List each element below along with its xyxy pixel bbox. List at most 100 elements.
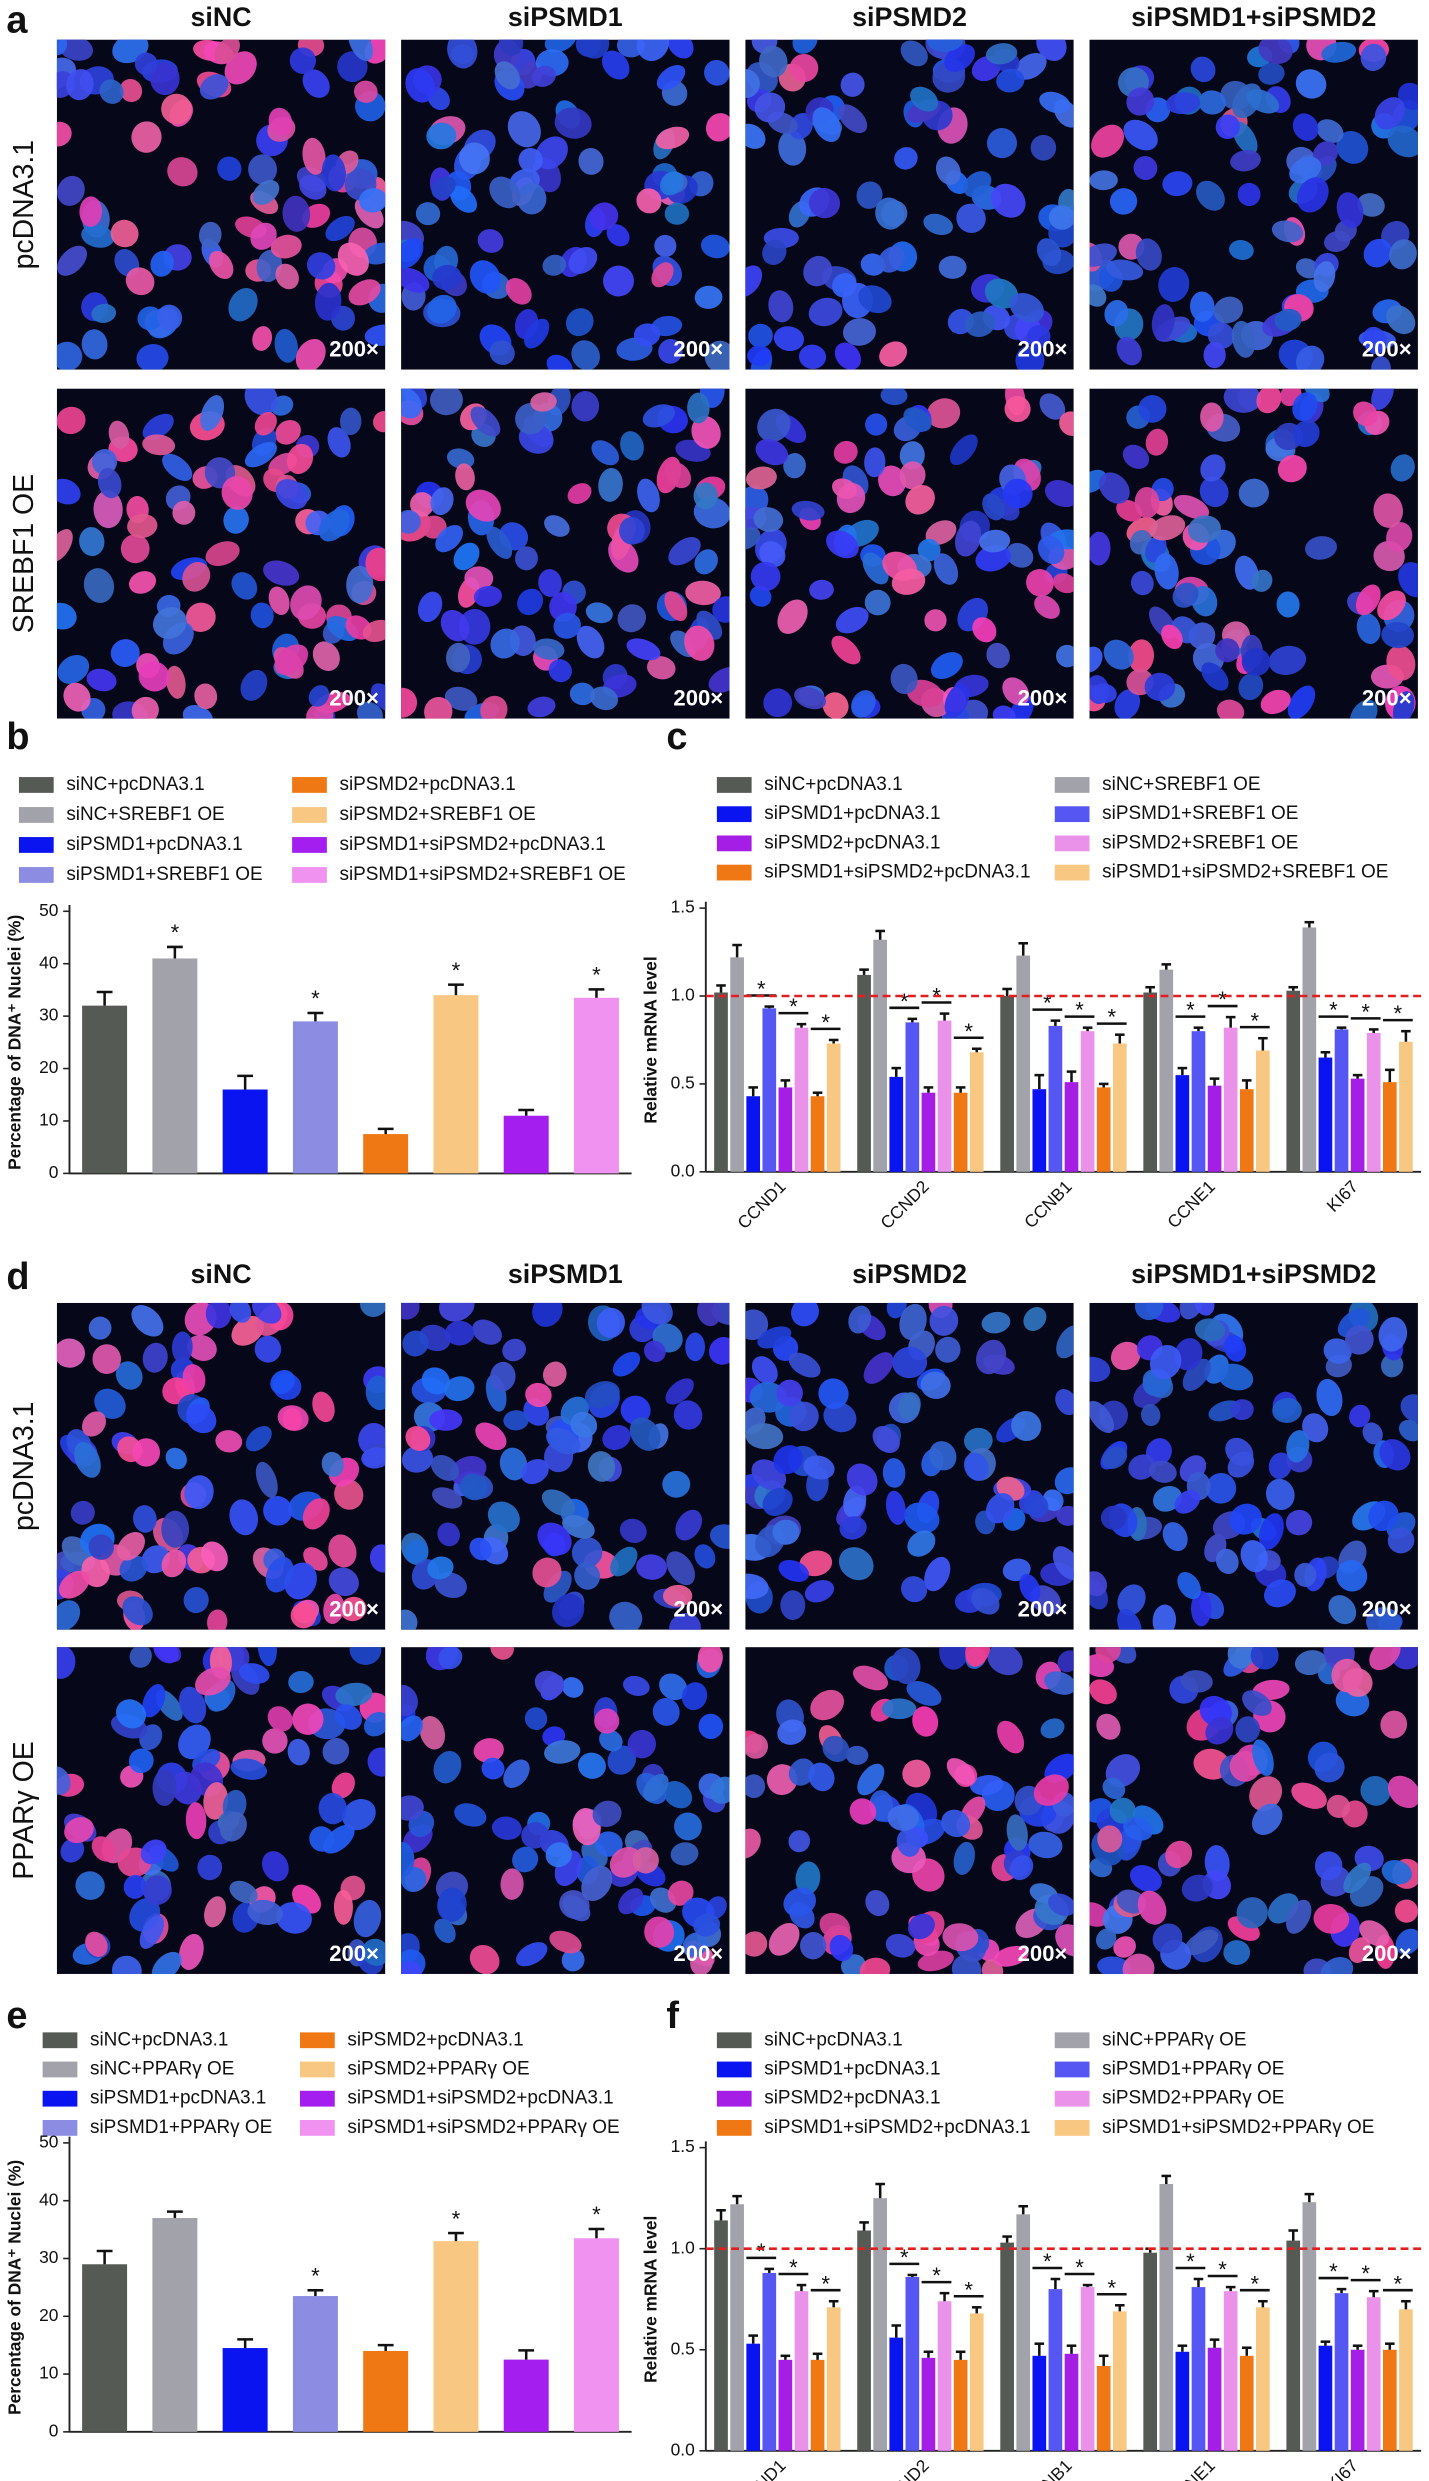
bar [1191, 2287, 1206, 2451]
nucleus [1336, 1560, 1368, 1592]
bar [857, 974, 871, 1172]
nucleus [1291, 1782, 1327, 1809]
nucleus [321, 1451, 344, 1477]
nucleus [401, 238, 424, 269]
bar [1080, 1031, 1095, 1172]
nucleus [438, 1647, 463, 1670]
nucleus [660, 171, 684, 196]
nucleus [1362, 326, 1387, 355]
nucleus [1089, 284, 1107, 307]
nucleus [602, 1425, 631, 1450]
nucleus [553, 612, 581, 639]
nucleus [137, 306, 163, 331]
nucleus [99, 79, 124, 104]
nucleus [900, 40, 928, 67]
nucleus [668, 537, 701, 566]
nucleus [446, 448, 475, 469]
nucleus [1131, 570, 1154, 596]
nucleus [328, 1567, 359, 1597]
nucleus [274, 644, 309, 676]
nucleus [655, 126, 690, 150]
bar [292, 2296, 338, 2432]
nucleus [993, 1945, 1029, 1967]
nucleus [1002, 478, 1033, 509]
nucleus [829, 1934, 854, 1962]
nucleus [361, 1447, 386, 1469]
y-tick-label: 20 [39, 1057, 58, 1077]
nucleus [335, 1704, 362, 1730]
nucleus [1052, 1546, 1074, 1580]
nucleus [658, 338, 683, 364]
nucleus [1366, 1607, 1402, 1630]
bar [1080, 2287, 1095, 2451]
significance-label: * [757, 2239, 766, 2264]
nucleus [219, 1811, 247, 1842]
nucleus [1097, 1956, 1131, 1974]
nucleus [133, 1505, 157, 1533]
nucleus [290, 585, 322, 620]
nucleus [75, 1871, 105, 1900]
nucleus [710, 1524, 730, 1549]
nucleus [1389, 239, 1417, 270]
nucleus [1123, 1817, 1153, 1841]
nucleus [627, 1729, 657, 1759]
nucleus [1392, 691, 1415, 719]
nucleus [1145, 428, 1169, 456]
nucleus [490, 628, 520, 659]
y-axis-label: Relative mRNA level [641, 2216, 661, 2383]
nucleus [1323, 1338, 1352, 1364]
legend-label: siPSMD2+pcDNA3.1 [339, 774, 515, 795]
bar [953, 1092, 968, 1172]
nucleus [245, 1425, 272, 1452]
nucleus [1395, 1928, 1418, 1955]
column-header: siPSMD1 [508, 2, 623, 32]
bar [746, 2343, 761, 2451]
nucleus [894, 147, 918, 170]
nucleus [327, 427, 351, 458]
bar [152, 958, 198, 1174]
nucleus [503, 1759, 530, 1788]
significance-label: * [592, 963, 601, 988]
nucleus [337, 242, 369, 276]
nucleus [401, 1609, 418, 1630]
nucleus [231, 572, 258, 600]
bar [433, 2241, 479, 2432]
significance-label: * [592, 2202, 601, 2227]
y-tick-label: 1.0 [671, 985, 695, 1005]
nucleus [1109, 188, 1138, 215]
nucleus [275, 419, 301, 445]
nucleus [541, 1489, 576, 1517]
nucleus [933, 553, 959, 585]
nucleus [946, 1758, 975, 1786]
nucleus [626, 638, 661, 661]
nucleus [1173, 494, 1210, 520]
legend-swatch [300, 2120, 335, 2136]
nucleus [490, 1361, 516, 1392]
nucleus [362, 619, 386, 643]
nucleus [373, 411, 386, 433]
nucleus [204, 1896, 226, 1928]
nucleus [57, 654, 90, 684]
nucleus [515, 546, 538, 571]
nucleus [791, 500, 825, 521]
nucleus [941, 1809, 971, 1838]
nucleus [97, 468, 122, 499]
nucleus [1137, 1890, 1167, 1925]
nucleus [592, 1800, 622, 1828]
nucleus [129, 1647, 152, 1668]
nucleus [56, 1338, 86, 1368]
nucleus [1362, 1422, 1383, 1445]
significance-label: * [789, 994, 798, 1019]
nucleus [486, 526, 513, 559]
nucleus [1098, 472, 1130, 504]
nucleus [354, 80, 378, 103]
nucleus [117, 1531, 145, 1561]
y-tick-label: 30 [39, 2247, 58, 2267]
nucleus [362, 1938, 386, 1966]
nucleus [1353, 401, 1378, 427]
nucleus [1360, 43, 1387, 71]
nucleus [56, 1600, 81, 1630]
nucleus [363, 1711, 386, 1737]
bar [1318, 1057, 1333, 1172]
legend-swatch [42, 2061, 78, 2078]
